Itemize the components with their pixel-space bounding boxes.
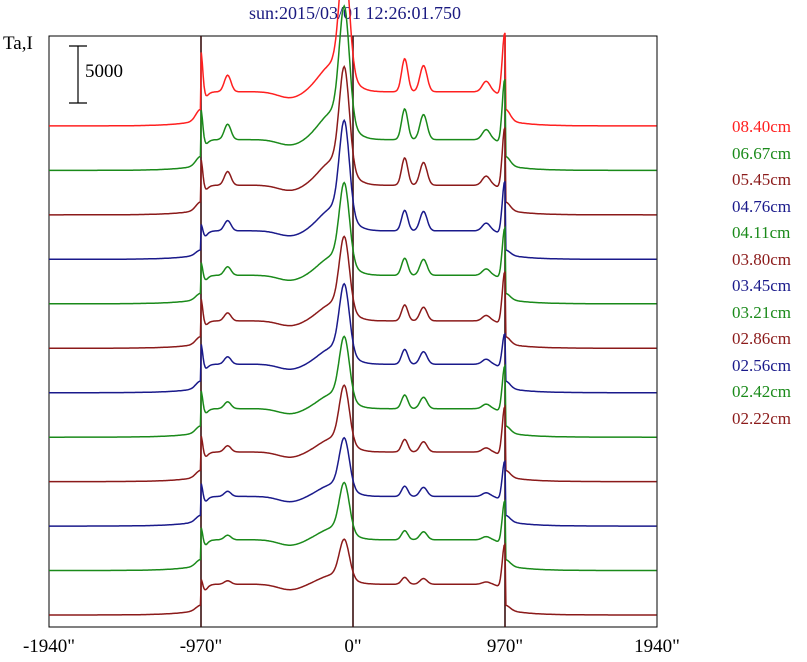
legend-item: 03.21cm xyxy=(732,302,792,322)
series-line-02.56cm xyxy=(49,436,657,527)
legend-item: 04.76cm xyxy=(732,196,792,216)
chart-title: sun:2015/03/01 12:26:01.750 xyxy=(248,3,461,23)
series-line-02.22cm xyxy=(49,538,657,616)
y-axis-label: Ta,I xyxy=(3,33,33,54)
legend-item: 02.22cm xyxy=(732,408,792,428)
series-line-05.45cm xyxy=(49,65,657,216)
legend-item: 05.45cm xyxy=(732,170,792,189)
series-line-03.21cm xyxy=(49,335,657,438)
series-line-03.80cm xyxy=(49,235,657,349)
legend-item: 02.86cm xyxy=(732,329,792,348)
legend-item: 06.67cm xyxy=(732,143,792,163)
legend-item: 02.42cm xyxy=(732,382,792,401)
x-tick-label: -1940" xyxy=(22,636,76,657)
series-line-02.86cm xyxy=(49,384,657,483)
x-tick-label: -970" xyxy=(179,636,223,657)
legend-item: 03.80cm xyxy=(732,249,792,269)
x-tick-label: 970" xyxy=(486,636,524,657)
legend-item: 03.45cm xyxy=(732,276,792,295)
legend-item: 02.56cm xyxy=(732,355,792,375)
scale-bar-label: 5000 xyxy=(85,61,123,82)
series-line-02.42cm xyxy=(49,481,657,572)
series-line-08.40cm xyxy=(49,0,657,127)
x-tick-label: 1940" xyxy=(634,636,680,657)
x-tick-label: 0" xyxy=(344,636,362,657)
series-line-03.45cm xyxy=(49,282,657,394)
series-line-06.67cm xyxy=(49,4,657,172)
legend-item: 08.40cm xyxy=(732,117,792,136)
legend-item: 04.11cm xyxy=(732,223,791,242)
series-line-04.11cm xyxy=(49,181,657,305)
series-line-04.76cm xyxy=(49,118,657,261)
